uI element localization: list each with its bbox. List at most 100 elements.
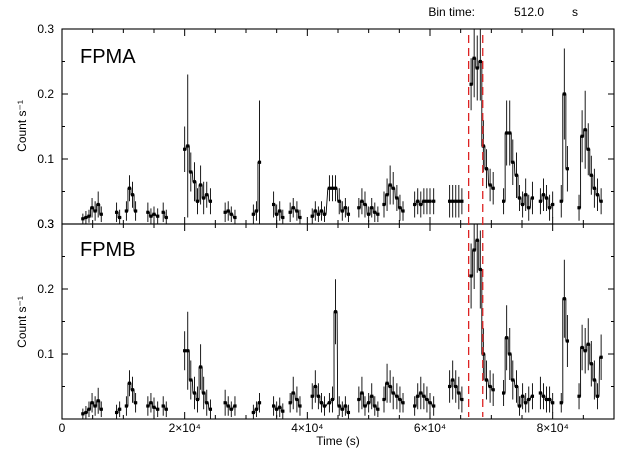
data-point	[330, 186, 335, 190]
data-point	[370, 206, 374, 210]
data-point	[599, 199, 603, 203]
data-point	[416, 199, 420, 203]
data-point	[422, 199, 426, 203]
data-point	[478, 59, 482, 64]
data-point	[432, 199, 436, 203]
data-point	[357, 206, 361, 210]
data-point	[502, 199, 506, 203]
data-point	[370, 394, 374, 398]
data-point	[373, 404, 377, 408]
data-point	[488, 384, 492, 389]
data-point	[81, 217, 85, 221]
data-point	[425, 199, 429, 203]
data-point	[565, 339, 569, 343]
data-point	[577, 206, 581, 210]
data-point	[360, 199, 364, 203]
data-point	[385, 193, 389, 197]
data-point	[130, 388, 135, 392]
data-point	[559, 199, 563, 203]
data-point	[330, 397, 335, 402]
data-point	[295, 209, 299, 213]
data-point	[422, 394, 426, 398]
x-tick-label: 6×10⁴	[414, 421, 446, 435]
data-point	[333, 186, 338, 190]
data-point	[559, 401, 563, 405]
data-point	[505, 131, 509, 135]
data-point	[164, 215, 168, 220]
data-point	[337, 404, 341, 408]
data-point	[189, 170, 193, 174]
data-point	[382, 202, 386, 207]
data-point	[413, 202, 417, 207]
data-point	[457, 199, 461, 203]
data-point	[595, 394, 600, 398]
data-point	[199, 183, 203, 187]
data-point	[488, 183, 492, 187]
y-tick-label: 0.3	[37, 217, 54, 231]
data-point	[357, 397, 361, 402]
data-point	[346, 212, 351, 216]
data-point	[340, 209, 344, 213]
data-point	[551, 202, 555, 207]
data-point	[229, 407, 233, 411]
data-point	[565, 167, 569, 171]
data-point	[195, 397, 200, 402]
panel-bottom-title: FPMB	[80, 239, 136, 261]
data-point	[395, 196, 399, 200]
data-point	[360, 391, 364, 395]
light-curve-step-line	[124, 187, 138, 212]
data-point	[448, 199, 452, 203]
data-point	[376, 212, 380, 216]
panel-top-frame	[61, 28, 615, 225]
data-point	[118, 215, 122, 220]
data-point	[84, 410, 88, 415]
data-point	[527, 206, 531, 210]
data-point	[484, 378, 489, 382]
data-point	[319, 401, 324, 405]
data-point	[527, 397, 531, 402]
data-point	[419, 202, 423, 207]
data-point	[432, 404, 436, 408]
x-axis-label: Time (s)	[316, 434, 360, 448]
data-point	[205, 193, 209, 197]
data-point	[275, 212, 279, 216]
data-point	[391, 391, 395, 395]
data-point	[156, 214, 160, 218]
data-point	[96, 399, 100, 403]
data-point	[152, 405, 156, 409]
data-point	[226, 404, 230, 408]
data-point	[583, 128, 587, 132]
data-point	[343, 206, 347, 210]
data-point	[472, 248, 476, 252]
data-point	[127, 381, 132, 385]
data-point	[502, 391, 506, 395]
data-point	[186, 349, 190, 353]
data-point	[226, 209, 230, 213]
data-point	[398, 206, 402, 210]
data-point	[149, 401, 153, 405]
data-point	[428, 199, 432, 203]
data-point	[508, 131, 512, 135]
data-point	[541, 193, 546, 197]
data-point	[93, 404, 97, 408]
data-point	[229, 212, 233, 216]
data-point	[322, 212, 327, 216]
data-point	[589, 362, 593, 366]
data-point	[451, 199, 455, 203]
data-point	[134, 401, 138, 405]
data-point	[388, 183, 392, 187]
data-point	[130, 193, 135, 197]
data-point	[189, 378, 193, 382]
data-point	[416, 394, 420, 398]
data-point	[454, 199, 458, 203]
data-point	[208, 199, 213, 203]
panel-bottom-data	[81, 224, 603, 419]
bin-time-label: Bin time:	[428, 5, 475, 19]
data-point	[90, 401, 94, 405]
data-point	[202, 391, 206, 395]
bin-time-header: Bin time: 512.0 s	[428, 5, 578, 19]
data-point	[118, 407, 122, 411]
data-point	[313, 384, 317, 389]
data-point	[233, 404, 237, 408]
data-point	[251, 212, 255, 216]
